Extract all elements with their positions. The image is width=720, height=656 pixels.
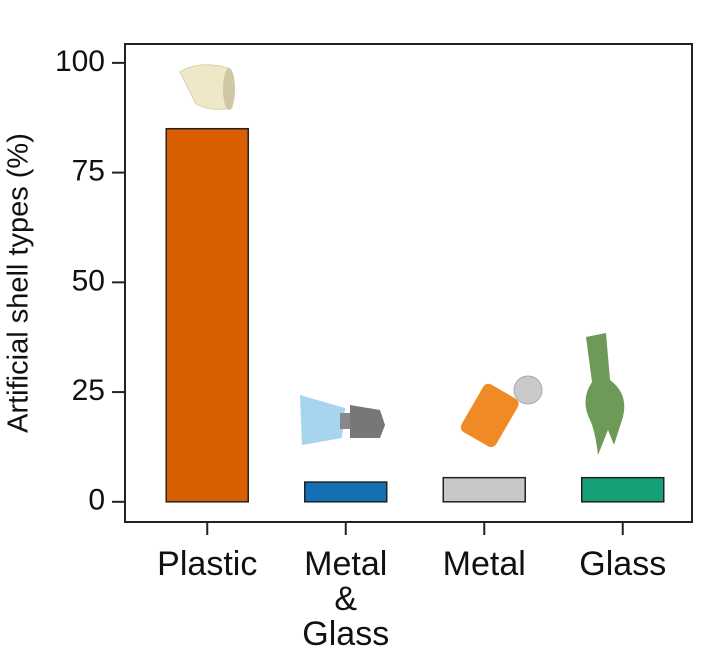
plastic-icon: [179, 64, 235, 110]
y-tick-label: 25: [72, 374, 105, 407]
y-tick-label: 0: [88, 484, 105, 517]
x-tick-label: Metal: [443, 545, 526, 583]
y-tick-label: 75: [72, 155, 105, 188]
y-tick-label: 100: [55, 45, 105, 78]
bar: [165, 127, 249, 503]
y-tick-label: 50: [72, 264, 105, 297]
y-axis-label: Artificial shell types (%): [3, 133, 35, 433]
metal-glass-icon: [300, 395, 385, 445]
bar: [442, 476, 526, 503]
x-tick-label: Plastic: [157, 545, 257, 583]
glass-icon: [585, 333, 625, 455]
bar: [304, 481, 388, 503]
x-tick-label: Glass: [579, 545, 666, 583]
bar: [581, 476, 665, 503]
x-tick-label: Metal & Glass: [302, 545, 389, 653]
metal-icon: [460, 375, 543, 448]
